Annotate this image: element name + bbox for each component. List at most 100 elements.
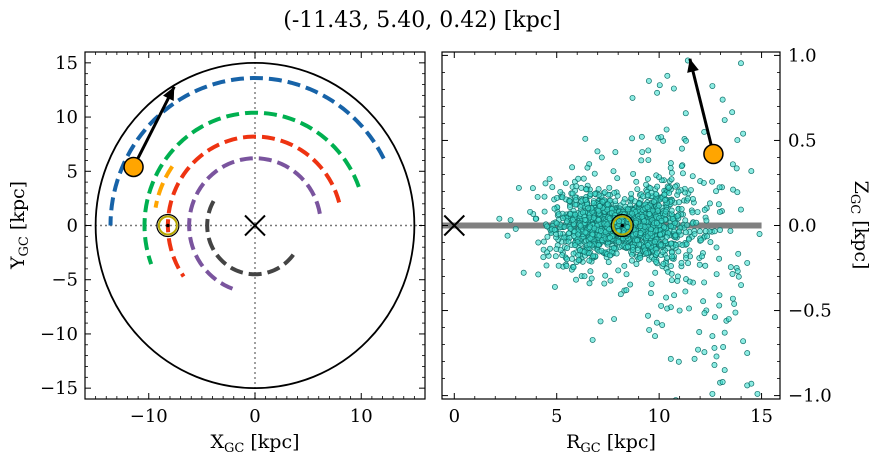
star-point bbox=[732, 309, 739, 316]
star-point bbox=[640, 193, 647, 200]
star-point bbox=[695, 346, 702, 353]
star-point bbox=[652, 269, 659, 276]
sun-marker-right-outer bbox=[610, 213, 634, 238]
star-point bbox=[636, 200, 643, 207]
star-point bbox=[552, 253, 559, 260]
sun-marker-right-ring bbox=[612, 215, 633, 236]
star-point bbox=[651, 198, 657, 205]
star-point bbox=[716, 292, 723, 299]
star-point bbox=[566, 198, 573, 204]
star-point bbox=[667, 355, 674, 362]
left-velocity-arrow-shaft bbox=[132, 86, 176, 168]
star-point bbox=[693, 219, 700, 226]
star-point bbox=[702, 262, 709, 269]
star-point bbox=[663, 233, 670, 240]
star-point bbox=[621, 263, 628, 269]
star-point bbox=[744, 382, 751, 389]
star-point bbox=[542, 180, 549, 187]
star-point bbox=[685, 260, 692, 267]
star-point bbox=[569, 190, 576, 197]
star-point bbox=[535, 271, 542, 278]
right-x-axis-label-sub: GC bbox=[580, 441, 600, 456]
star-point bbox=[623, 287, 630, 294]
star-point bbox=[721, 117, 728, 123]
star-point bbox=[689, 173, 696, 180]
sun-marker-ring bbox=[157, 215, 178, 236]
star-point bbox=[549, 184, 556, 191]
star-point bbox=[686, 247, 693, 254]
star-point bbox=[734, 268, 741, 275]
star-point bbox=[661, 191, 668, 198]
star-point bbox=[664, 72, 671, 79]
left-x-axis-label-unit: [kpc] bbox=[244, 431, 299, 453]
star-point bbox=[685, 236, 692, 243]
star-point bbox=[696, 261, 703, 268]
star-point bbox=[617, 291, 624, 298]
object-marker-right bbox=[703, 143, 724, 165]
star-point bbox=[544, 223, 550, 230]
star-point bbox=[573, 183, 580, 190]
star-point bbox=[586, 241, 593, 248]
star-point bbox=[667, 160, 674, 167]
star-point bbox=[595, 186, 602, 193]
star-point bbox=[715, 201, 722, 208]
star-point bbox=[646, 210, 653, 217]
star-point bbox=[658, 134, 665, 140]
left-x-axis-label-sub: GC bbox=[224, 441, 244, 456]
star-point bbox=[610, 245, 617, 252]
star-point bbox=[668, 263, 674, 269]
star-point bbox=[629, 210, 636, 217]
star-point bbox=[709, 178, 716, 185]
right-y-axis-label-unit: [kpc] bbox=[850, 214, 872, 269]
star-point bbox=[700, 298, 707, 305]
left-x-axis-label-main: X bbox=[210, 431, 224, 453]
star-point bbox=[713, 271, 720, 278]
left-y-axis-label-unit: [kpc] bbox=[7, 181, 29, 236]
star-point bbox=[563, 256, 570, 263]
star-point bbox=[701, 279, 708, 286]
star-point bbox=[601, 189, 608, 196]
right-velocity-arrow-shaft bbox=[688, 58, 715, 155]
star-point bbox=[643, 250, 650, 257]
star-point bbox=[657, 241, 664, 248]
star-point bbox=[675, 358, 682, 365]
star-point bbox=[607, 277, 614, 284]
star-point bbox=[565, 238, 572, 245]
star-point bbox=[654, 183, 661, 190]
star-point bbox=[641, 218, 648, 225]
star-point bbox=[560, 215, 566, 222]
star-point bbox=[588, 275, 595, 282]
right-panel: 0 5 10 15−1.0−0.50.00.51.0 RGC [kpc] ZGC [k… bbox=[441, 45, 872, 456]
star-point bbox=[665, 184, 672, 191]
star-point bbox=[634, 237, 640, 244]
star-point bbox=[589, 336, 596, 343]
galaxy-boundary-circle bbox=[94, 61, 416, 390]
star-point bbox=[637, 230, 644, 236]
star-point bbox=[639, 149, 646, 155]
star-point bbox=[563, 263, 570, 269]
star-point bbox=[597, 318, 604, 325]
star-point bbox=[653, 227, 660, 234]
star-point bbox=[690, 196, 696, 202]
star-point bbox=[535, 239, 542, 246]
star-point bbox=[652, 333, 658, 340]
star-point bbox=[684, 195, 691, 202]
star-point bbox=[676, 228, 683, 235]
star-point bbox=[590, 200, 597, 206]
star-point bbox=[700, 179, 707, 186]
right-y-tick-label: 0.0 bbox=[788, 216, 817, 237]
star-point bbox=[719, 96, 726, 103]
star-point bbox=[733, 165, 740, 172]
star-point bbox=[713, 353, 720, 360]
star-point bbox=[629, 135, 636, 142]
star-point bbox=[675, 188, 682, 195]
star-point bbox=[734, 137, 741, 144]
star-point bbox=[744, 259, 751, 266]
left-y-tick-label: −15 bbox=[40, 378, 78, 399]
star-point bbox=[711, 228, 718, 235]
star-point bbox=[620, 199, 627, 206]
left-y-axis-label-main: Y bbox=[7, 256, 29, 270]
star-point bbox=[698, 237, 704, 244]
star-point bbox=[668, 277, 675, 284]
star-point bbox=[686, 305, 693, 312]
